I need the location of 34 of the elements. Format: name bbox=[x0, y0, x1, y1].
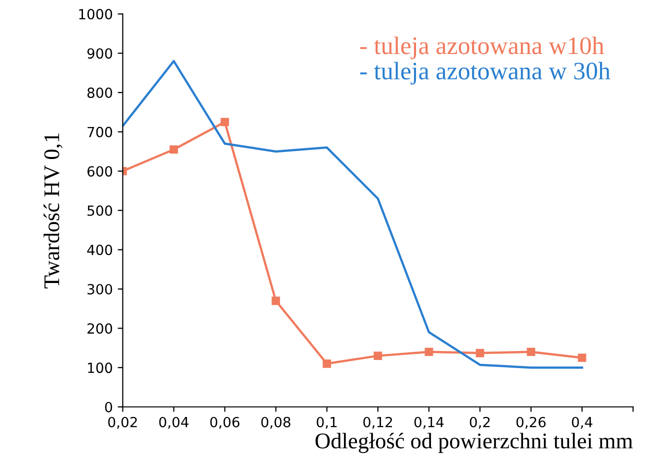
point bbox=[322, 359, 332, 368]
y-tick-label: 700 bbox=[88, 126, 112, 138]
x-tick-label: 0,4 bbox=[572, 416, 592, 429]
y-tick-label: 900 bbox=[87, 48, 112, 59]
y-tick-label: 300 bbox=[88, 284, 112, 294]
y-tick-label: 800 bbox=[87, 88, 112, 98]
point bbox=[424, 348, 434, 356]
y-tick-label: 200 bbox=[88, 323, 112, 334]
point bbox=[272, 296, 280, 305]
x-tick-label: 0,08 bbox=[261, 416, 290, 429]
y-tick-label: 100 bbox=[88, 362, 112, 374]
point bbox=[526, 348, 536, 356]
x-tick-label: 0,1 bbox=[316, 416, 337, 429]
point bbox=[578, 354, 586, 362]
y-tick-label: 1000 bbox=[79, 8, 112, 20]
text: - tuleja azotowana w10h bbox=[360, 36, 604, 60]
y-tick-label: 600 bbox=[87, 166, 112, 177]
point bbox=[170, 145, 178, 154]
x-tick-label: 0,2 bbox=[470, 416, 490, 429]
x-axis-title: Odległość od powierzchni tulei mm bbox=[316, 432, 633, 454]
point bbox=[374, 352, 382, 360]
point bbox=[220, 118, 229, 126]
x-tick-label: 0,04 bbox=[159, 416, 188, 429]
point bbox=[476, 348, 484, 358]
x-tick-label: 0,06 bbox=[210, 416, 240, 429]
y-tick-label: 500 bbox=[88, 205, 112, 216]
x-tick-label: 0,26 bbox=[516, 416, 546, 429]
text: - tuleja azotowana w 30h bbox=[360, 62, 610, 85]
y-axis-title: Twardość HV 0,1 bbox=[44, 133, 62, 288]
x-tick-label: 0,02 bbox=[108, 416, 137, 429]
x-tick-label: 0,14 bbox=[414, 416, 444, 429]
x-tick-label: 0,12 bbox=[363, 416, 392, 429]
y-tick-label: 400 bbox=[87, 244, 112, 256]
y-tick-label: 0 bbox=[105, 402, 112, 412]
